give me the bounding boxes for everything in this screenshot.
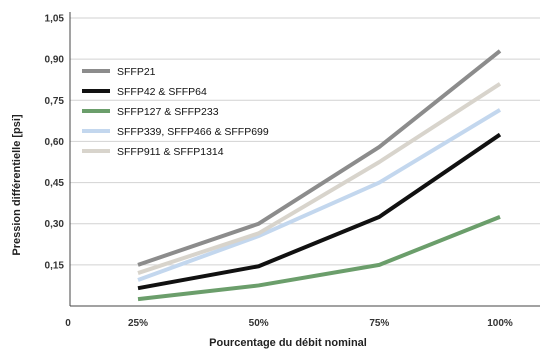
axes — [69, 12, 540, 307]
x-tick-label: 0 — [65, 318, 71, 329]
x-tick-label: 100% — [487, 318, 513, 329]
legend-label: SFFP21 — [117, 66, 156, 78]
x-tick-label: 25% — [128, 318, 148, 329]
y-tick-label: 0,90 — [45, 55, 65, 66]
series-lines — [137, 49, 502, 302]
x-tick-label: 50% — [249, 318, 269, 329]
y-tick-label: 0,45 — [45, 178, 65, 189]
y-tick-labels: 0,15 0,30 0,45 0,60 0,75 0,90 1,05 — [45, 14, 65, 272]
series-line — [137, 214, 501, 302]
series-line — [137, 132, 502, 291]
legend-label: SFFP339, SFFP466 & SFFP699 — [117, 126, 269, 138]
y-tick-label: 0,75 — [45, 96, 65, 107]
y-tick-label: 0,30 — [45, 219, 65, 230]
x-tick-labels: 0 25% 50% 75% 100% — [65, 318, 513, 329]
y-axis-title: Pression différentielle [psi] — [11, 114, 23, 256]
series-line — [137, 82, 502, 275]
legend-label: SFFP911 & SFFP1314 — [117, 146, 224, 158]
series-line — [137, 49, 502, 267]
y-tick-label: 1,05 — [45, 14, 65, 25]
grid-lines — [70, 17, 540, 266]
y-tick-label: 0,60 — [45, 137, 65, 148]
x-axis-title: Pourcentage du débit nominal — [209, 337, 367, 349]
series-line — [137, 108, 502, 282]
legend: SFFP21 SFFP42 & SFFP64 SFFP127 & SFFP233 SF… — [82, 66, 269, 158]
y-tick-label: 0,15 — [45, 260, 65, 271]
legend-label: SFFP127 & SFFP233 — [117, 106, 219, 118]
x-tick-label: 75% — [369, 318, 389, 329]
legend-label: SFFP42 & SFFP64 — [117, 86, 207, 98]
